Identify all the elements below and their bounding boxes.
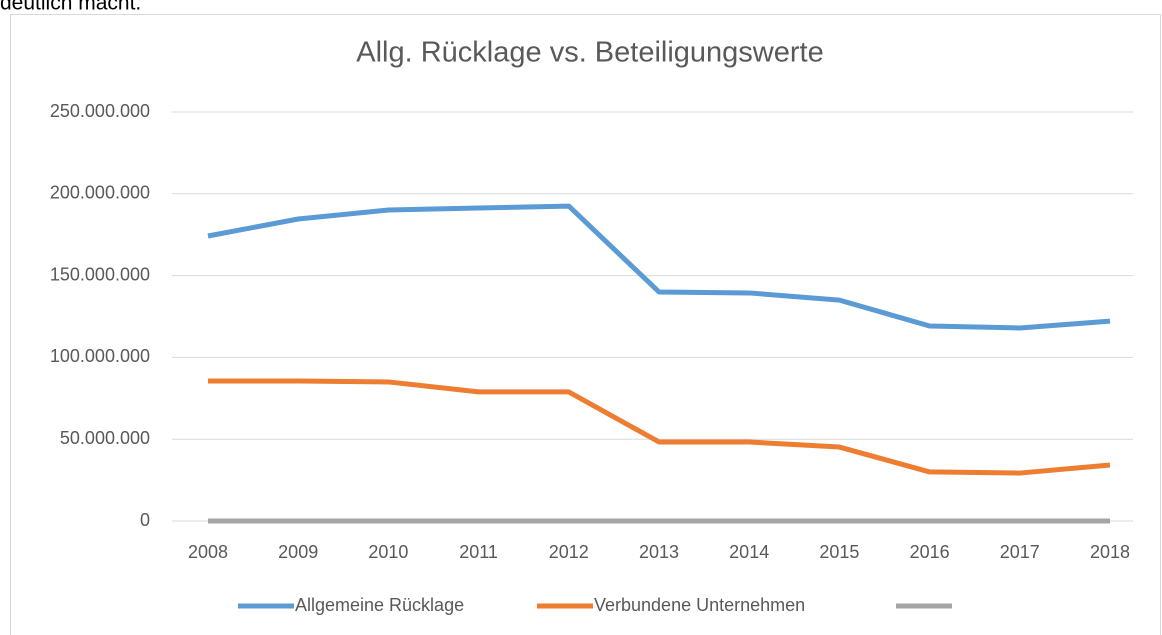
y-tick-label: 50.000.000 — [60, 428, 150, 448]
series-line — [208, 378, 1111, 476]
y-tick-label: 150.000.000 — [50, 264, 150, 284]
y-tick-label: 0 — [140, 510, 150, 530]
y-tick-label: 250.000.000 — [50, 101, 150, 121]
x-tick-label: 2008 — [188, 542, 228, 562]
page-text: deutlich macht. — [0, 0, 141, 15]
legend-label: Verbundene Unternehmen — [594, 595, 805, 615]
x-tick-label: 2011 — [459, 542, 498, 562]
x-tick-label: 2009 — [278, 542, 318, 562]
x-tick-label: 2012 — [549, 542, 589, 562]
x-tick-label: 2015 — [819, 542, 859, 562]
x-tick-label: 2016 — [910, 542, 950, 562]
legend-label: Allgemeine Rücklage — [295, 595, 464, 615]
chart-title: Allg. Rücklage vs. Beteiligungswerte — [356, 37, 823, 69]
x-tick-label: 2017 — [1000, 542, 1040, 562]
x-tick-label: 2010 — [368, 542, 408, 562]
x-tick-label: 2018 — [1090, 542, 1130, 562]
x-tick-label: 2014 — [729, 542, 769, 562]
x-tick-label: 2013 — [639, 542, 679, 562]
series-line — [207, 203, 1111, 331]
chart-frame — [10, 14, 1161, 635]
y-tick-label: 200.000.000 — [50, 183, 150, 203]
y-tick-label: 100.000.000 — [50, 346, 150, 366]
